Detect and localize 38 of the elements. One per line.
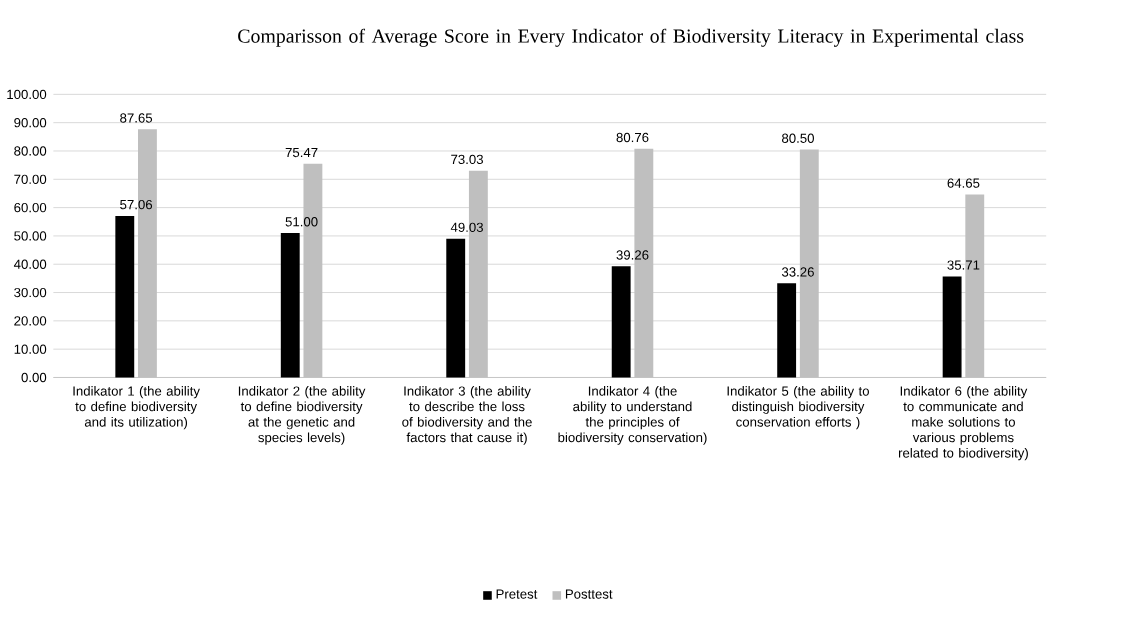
data-label: 33.26 bbox=[781, 267, 814, 277]
x-tick-label: Indikator 2 (the ability to define biodiversity at the genetic and species levels) bbox=[238, 386, 366, 445]
y-tick-label: 40.00 bbox=[13, 259, 47, 270]
y-tick-label: 0.00 bbox=[21, 373, 47, 383]
legend-label: Pretest bbox=[496, 589, 538, 599]
bar bbox=[280, 233, 300, 378]
y-tick-label: 10.00 bbox=[14, 344, 47, 355]
data-label: 35.71 bbox=[947, 260, 980, 270]
data-label: 57.06 bbox=[120, 200, 153, 210]
y-tick-label: 100.00 bbox=[7, 89, 47, 100]
legend-label: Posttest bbox=[565, 589, 613, 599]
bar bbox=[446, 238, 466, 378]
y-tick-label: 30.00 bbox=[14, 288, 47, 298]
y-tick-label: 90.00 bbox=[14, 118, 47, 128]
data-label: 75.47 bbox=[285, 148, 318, 158]
x-tick-label: Indikator 4 (the ability to understand the principles of biodiversity conservation) bbox=[558, 386, 707, 445]
x-tick-label: Indikator 1 (the ability to define biodiversity and its utilization) bbox=[73, 386, 200, 430]
chart-title: Comparisson of Average Score in Every Indicator of Biodiversity Literacy in Experimental class bbox=[238, 28, 1024, 48]
data-label: 51.00 bbox=[285, 217, 318, 227]
bar bbox=[611, 266, 631, 378]
data-label: 49.03 bbox=[450, 222, 483, 233]
data-label: 87.65 bbox=[120, 113, 153, 123]
bar bbox=[942, 276, 962, 378]
data-label: 80.50 bbox=[782, 133, 814, 144]
data-label: 73.03 bbox=[451, 154, 483, 165]
y-tick-label: 50.00 bbox=[14, 231, 47, 241]
data-label: 39.26 bbox=[616, 250, 649, 260]
y-tick-label: 60.00 bbox=[14, 203, 47, 213]
x-tick-label: Indikator 3 (the ability to describe the loss of biodiversity and the factors that cause it) bbox=[402, 386, 532, 445]
data-label: 64.65 bbox=[947, 178, 980, 188]
y-tick-label: 80.00 bbox=[14, 146, 47, 156]
y-tick-label: 20.00 bbox=[14, 316, 47, 326]
x-tick-label: Indikator 5 (the ability to distinguish biodiversity conservation efforts ) bbox=[727, 386, 869, 430]
y-tick-label: 70.00 bbox=[14, 174, 47, 185]
bar bbox=[777, 283, 797, 378]
x-tick-label: Indikator 6 (the ability to communicate and make solutions to various problems related to biodiversity) bbox=[898, 386, 1028, 461]
data-label: 80.76 bbox=[616, 133, 649, 143]
bar bbox=[115, 216, 135, 378]
